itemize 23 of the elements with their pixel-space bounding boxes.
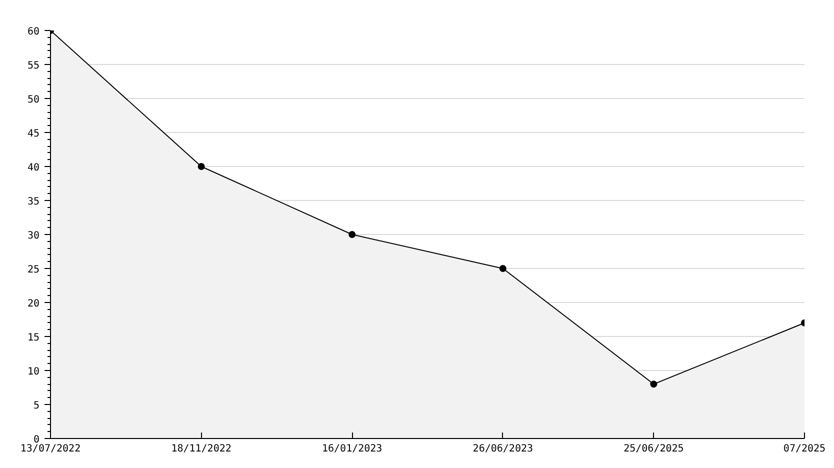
y-tick-label: 30 — [27, 230, 40, 242]
point — [348, 231, 356, 238]
point — [499, 265, 506, 272]
y-tick-label: 35 — [27, 196, 40, 208]
y-tick-label: 25 — [27, 264, 40, 276]
y-tick-label: 40 — [27, 162, 40, 174]
x-tick-label: 26/06/2023 — [472, 444, 534, 454]
x-tick-label: 16/01/2023 — [322, 444, 382, 454]
y-tick-label: 45 — [27, 128, 40, 140]
x-tick-label: 07/2025 — [783, 444, 826, 454]
x-tick-label: 18/11/2022 — [171, 444, 232, 454]
point — [650, 380, 658, 388]
x-tick-label: 25/06/2025 — [624, 444, 684, 454]
y-tick-label: 55 — [27, 60, 40, 72]
point — [198, 163, 205, 170]
y-tick-label: 0 — [33, 434, 40, 446]
y-tick-label: 60 — [27, 26, 40, 38]
x-tick-label: 13/07/2022 — [20, 444, 81, 454]
y-tick-label: 50 — [27, 94, 40, 106]
y-tick-label: 15 — [27, 332, 40, 344]
y-tick-label: 20 — [27, 298, 40, 310]
y-tick-label: 5 — [33, 400, 40, 412]
y-tick-label: 10 — [27, 366, 40, 378]
